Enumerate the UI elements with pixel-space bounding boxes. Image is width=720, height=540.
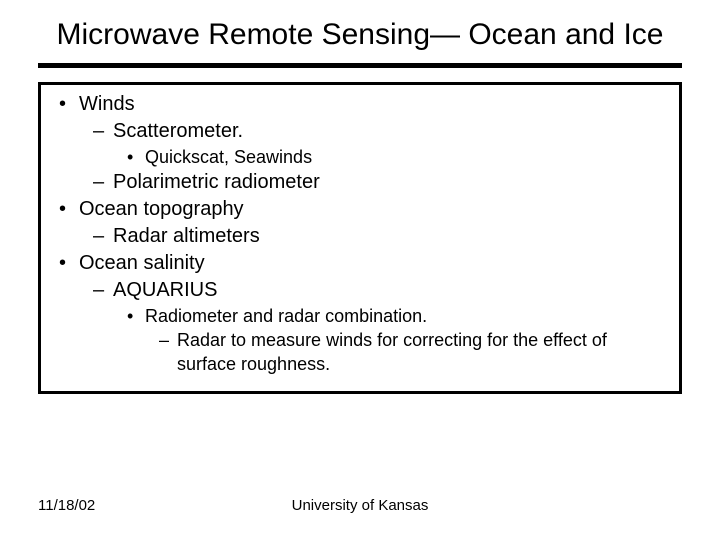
bullet-list: Winds Scatterometer. Quickscat, Seawinds…	[53, 91, 667, 377]
bullet-text: Radar to measure winds for correcting fo…	[177, 330, 607, 374]
list-item: Ocean topography Radar altimeters	[53, 196, 667, 250]
bullet-text: Radar altimeters	[113, 225, 260, 247]
list-item: Polarimetric radiometer	[87, 169, 667, 196]
list-item: Radar to measure winds for correcting fo…	[153, 328, 667, 377]
bullet-text: Ocean topography	[79, 198, 244, 220]
footer-date: 11/18/02	[38, 497, 251, 514]
list-item: Ocean salinity AQUARIUS Radiometer and r…	[53, 250, 667, 377]
list-item: Radiometer and radar combination. Radar …	[121, 304, 667, 377]
footer: 11/18/02 University of Kansas	[38, 497, 682, 514]
content-box: Winds Scatterometer. Quickscat, Seawinds…	[38, 82, 682, 394]
bullet-text: Quickscat, Seawinds	[145, 147, 312, 167]
bullet-text: Winds	[79, 93, 135, 115]
bullet-text: Scatterometer.	[113, 120, 243, 142]
list-item: Scatterometer. Quickscat, Seawinds	[87, 118, 667, 169]
bullet-text: Ocean salinity	[79, 252, 205, 274]
list-item: Radar altimeters	[87, 223, 667, 250]
list-item: AQUARIUS Radiometer and radar combinatio…	[87, 277, 667, 377]
bullet-text: Radiometer and radar combination.	[145, 306, 427, 326]
bullet-text: AQUARIUS	[113, 279, 217, 301]
title-rule	[38, 63, 682, 68]
bullet-text: Polarimetric radiometer	[113, 171, 320, 193]
slide: Microwave Remote Sensing— Ocean and Ice …	[0, 0, 720, 540]
slide-title: Microwave Remote Sensing— Ocean and Ice	[38, 18, 682, 53]
list-item: Quickscat, Seawinds	[121, 145, 667, 169]
list-item: Winds Scatterometer. Quickscat, Seawinds…	[53, 91, 667, 196]
footer-org: University of Kansas	[251, 497, 470, 514]
